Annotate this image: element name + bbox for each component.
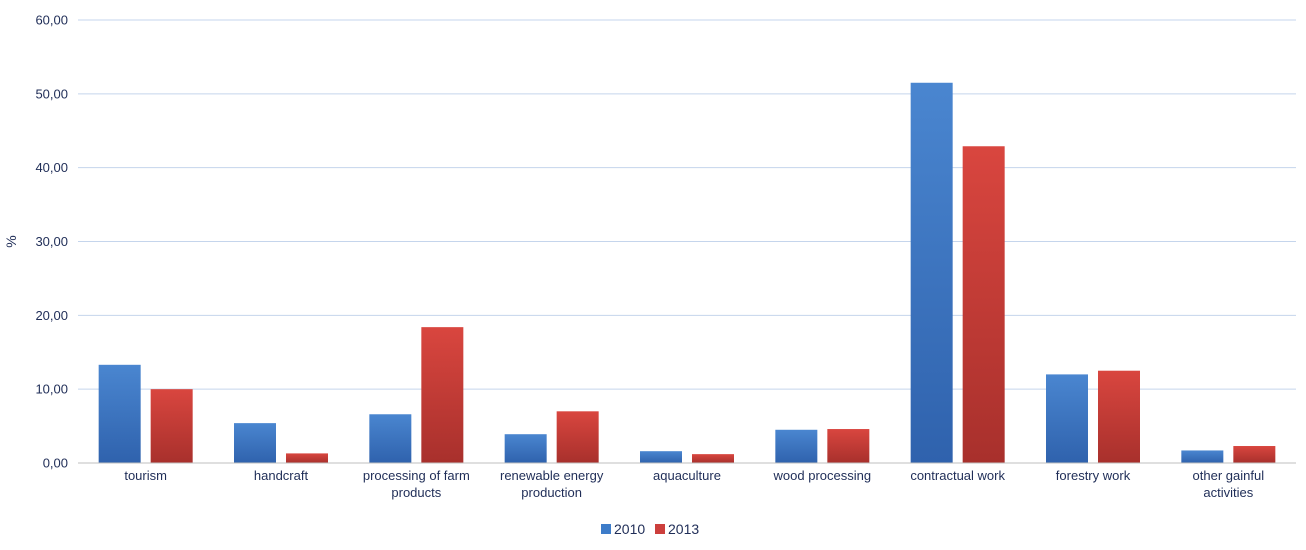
bar-2013-4	[692, 454, 734, 463]
x-category-label: aquaculture	[653, 468, 721, 483]
bar-2010-0	[98, 364, 141, 463]
bar-2010-5	[775, 429, 818, 463]
bar-2010-7	[1046, 374, 1088, 463]
x-category-label: forestry work	[1056, 468, 1131, 483]
y-axis-ticks: 0,00 10,00 20,00 30,00 40,00 50,00 60,00	[35, 13, 68, 471]
bar-2010-8	[1181, 450, 1224, 463]
y-tick-label: 30,00	[35, 234, 68, 249]
x-category-label: processing of farm products	[363, 468, 470, 500]
bar-2013-7	[1098, 370, 1140, 463]
y-tick-label: 0,00	[43, 456, 68, 471]
legend-swatch-2013	[655, 524, 665, 534]
x-category-label: contractual work	[910, 468, 1005, 483]
legend: 2010 2013	[601, 521, 699, 537]
y-tick-label: 50,00	[35, 86, 68, 101]
bar-2013-5	[827, 429, 870, 463]
x-category-label: other gainful activities	[1193, 468, 1265, 500]
bar-2010-1	[234, 423, 276, 463]
x-category-label: renewable energy production	[500, 468, 604, 500]
legend-label-2013: 2013	[668, 521, 699, 537]
bar-2010-4	[640, 451, 682, 463]
x-category-label: tourism	[124, 468, 167, 483]
gridlines	[78, 19, 1296, 390]
legend-label-2010: 2010	[614, 521, 645, 537]
bar-2010-3	[504, 434, 547, 463]
bar-2013-2	[421, 327, 464, 463]
y-tick-label: 40,00	[35, 160, 68, 175]
y-tick-label: 10,00	[35, 382, 68, 397]
bar-2013-0	[150, 389, 193, 463]
bar-2013-1	[286, 453, 328, 463]
bars	[98, 82, 1276, 463]
bar-2010-2	[369, 414, 412, 463]
legend-swatch-2010	[601, 524, 611, 534]
y-tick-label: 60,00	[35, 13, 68, 28]
bar-2013-6	[962, 146, 1005, 463]
y-axis-title: %	[3, 235, 19, 247]
x-category-label: wood processing	[773, 468, 872, 483]
x-axis-categories: tourism handcraft processing of farm produc…	[124, 468, 1264, 500]
y-tick-label: 20,00	[35, 308, 68, 323]
bar-2013-3	[556, 411, 599, 463]
bar-2013-8	[1233, 446, 1276, 463]
bar-2010-6	[910, 82, 953, 463]
x-category-label: handcraft	[254, 468, 309, 483]
